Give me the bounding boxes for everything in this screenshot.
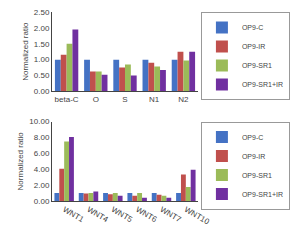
svg-text:OP9-SR1: OP9-SR1	[242, 62, 272, 69]
svg-text:WNT7: WNT7	[159, 205, 184, 224]
svg-text:2.00: 2.00	[34, 181, 50, 190]
svg-text:8.00: 8.00	[34, 133, 50, 142]
svg-text:WNT6: WNT6	[134, 205, 159, 224]
svg-text:beta-C: beta-C	[55, 95, 79, 104]
svg-text:OP9-IR: OP9-IR	[242, 43, 265, 50]
svg-text:OP9-IR: OP9-IR	[242, 153, 265, 160]
svg-text:S: S	[122, 95, 127, 104]
svg-text:1.00: 1.00	[34, 55, 50, 64]
svg-text:N2: N2	[178, 95, 189, 104]
svg-text:6.00: 6.00	[34, 149, 50, 158]
svg-text:2.50: 2.50	[34, 8, 50, 17]
svg-text:WNT10: WNT10	[182, 205, 211, 227]
svg-text:OP9-SR1+IR: OP9-SR1+IR	[242, 191, 283, 198]
svg-text:Normalized ratio: Normalized ratio	[16, 132, 25, 191]
svg-text:0.50: 0.50	[34, 71, 50, 80]
svg-text:OP9-SR1: OP9-SR1	[242, 172, 272, 179]
svg-text:10.00: 10.00	[29, 117, 50, 126]
svg-text:4.00: 4.00	[34, 165, 50, 174]
svg-text:Normalized ratio: Normalized ratio	[21, 22, 30, 81]
svg-text:OP9-SR1+IR: OP9-SR1+IR	[242, 81, 283, 88]
svg-text:0.00: 0.00	[34, 87, 50, 96]
svg-text:OP9-C: OP9-C	[242, 134, 263, 141]
svg-text:1.50: 1.50	[34, 40, 50, 49]
svg-text:OP9-C: OP9-C	[242, 24, 263, 31]
svg-text:WNT5: WNT5	[110, 205, 135, 224]
svg-text:O: O	[93, 95, 99, 104]
svg-text:0.00: 0.00	[34, 197, 50, 206]
svg-text:N1: N1	[149, 95, 160, 104]
svg-text:WNT4: WNT4	[86, 205, 111, 224]
svg-text:2.00: 2.00	[34, 24, 50, 33]
svg-text:WNT1: WNT1	[61, 205, 86, 224]
